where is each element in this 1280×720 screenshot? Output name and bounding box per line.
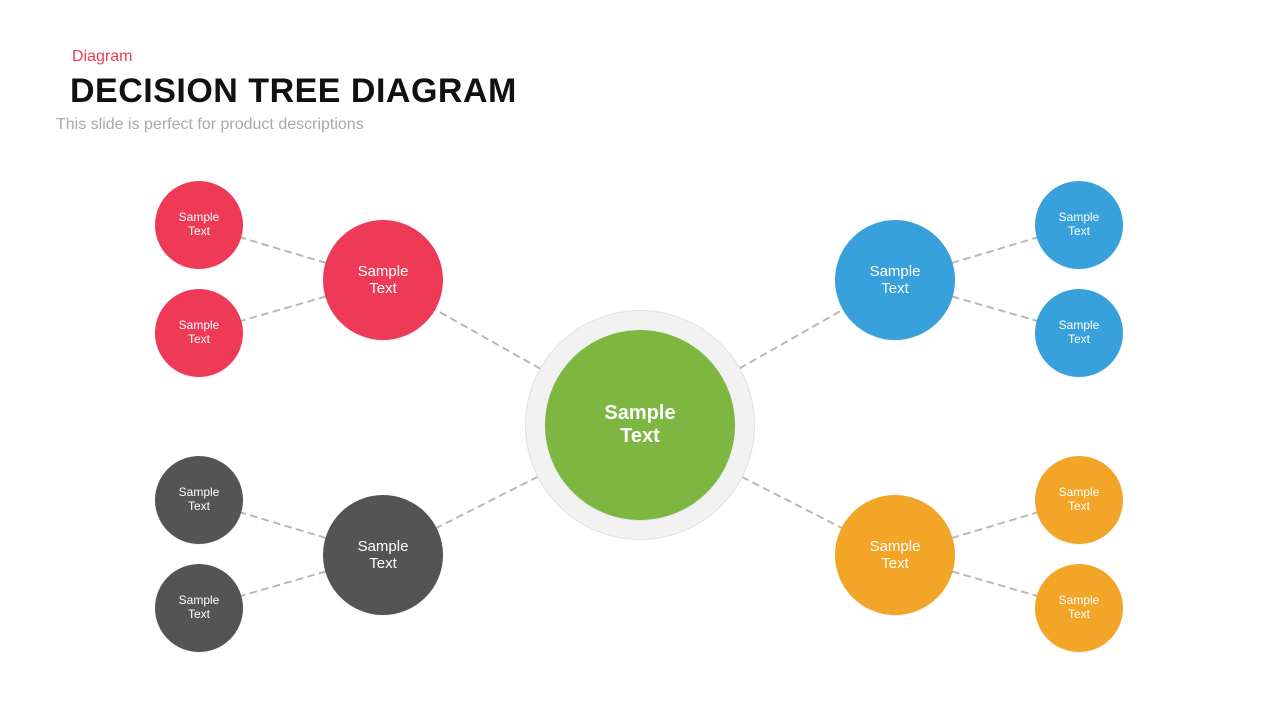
node-label: Sample Text xyxy=(179,319,220,347)
node-tr-a: Sample Text xyxy=(1035,181,1123,269)
node-bl-a: Sample Text xyxy=(155,456,243,544)
connector xyxy=(953,572,1037,596)
node-tr-b: Sample Text xyxy=(1035,289,1123,377)
node-br-b: Sample Text xyxy=(1035,564,1123,652)
connector xyxy=(742,477,841,528)
node-label: Sample Text xyxy=(179,211,220,239)
node-br-mid: Sample Text xyxy=(835,495,955,615)
node-label: Sample Text xyxy=(1059,319,1100,347)
node-bl-b: Sample Text xyxy=(155,564,243,652)
node-tl-b: Sample Text xyxy=(155,289,243,377)
connector xyxy=(952,238,1036,263)
node-label: Sample Text xyxy=(179,594,220,622)
connector xyxy=(241,513,325,538)
node-label: Sample Text xyxy=(1059,594,1100,622)
node-label: Sample Text xyxy=(179,486,220,514)
node-label: Sample Text xyxy=(358,538,409,573)
connector xyxy=(437,477,538,528)
connector xyxy=(435,309,540,368)
node-label: Sample Text xyxy=(1059,211,1100,239)
connector xyxy=(952,513,1036,538)
node-label: Sample Text xyxy=(870,538,921,573)
node-tr-mid: Sample Text xyxy=(835,220,955,340)
node-center: Sample Text xyxy=(545,330,735,520)
node-label: Sample Text xyxy=(604,402,675,448)
connector xyxy=(953,297,1037,321)
node-bl-mid: Sample Text xyxy=(323,495,443,615)
connector xyxy=(241,572,325,596)
connector xyxy=(241,238,325,263)
node-br-a: Sample Text xyxy=(1035,456,1123,544)
node-tl-a: Sample Text xyxy=(155,181,243,269)
slide: { "header": { "eyebrow": "Diagram", "eye… xyxy=(0,0,1280,720)
node-tl-mid: Sample Text xyxy=(323,220,443,340)
node-label: Sample Text xyxy=(870,263,921,298)
connector xyxy=(740,310,843,368)
connector xyxy=(241,297,325,321)
node-label: Sample Text xyxy=(358,263,409,298)
node-label: Sample Text xyxy=(1059,486,1100,514)
